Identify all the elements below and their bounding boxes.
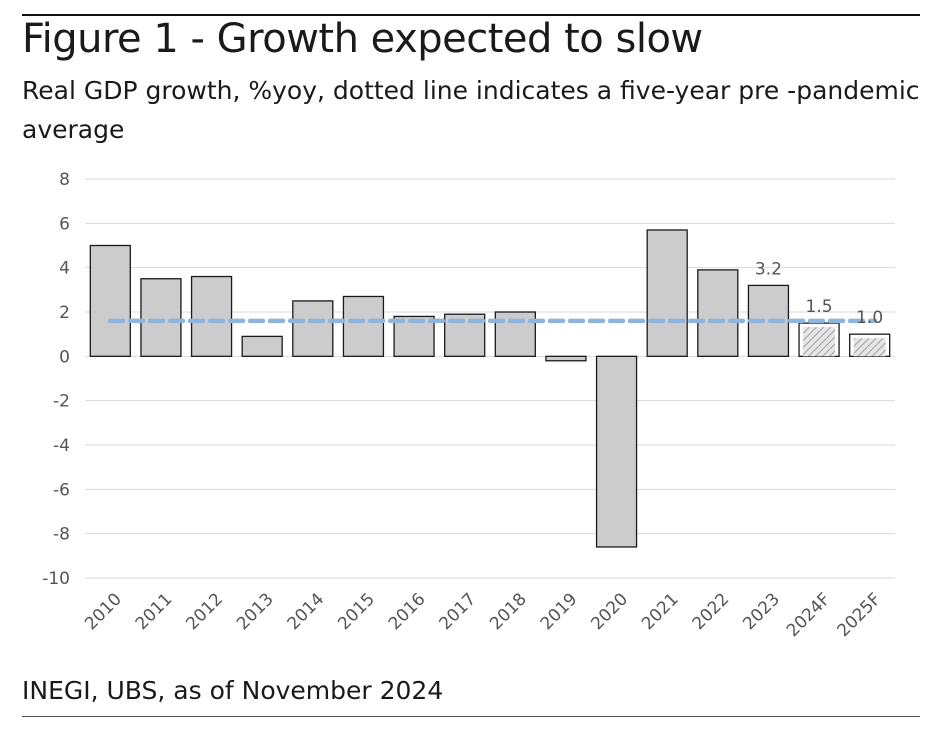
bar-2015 — [342, 295, 385, 357]
data-labels: 3.2 1.5 1.0 — [755, 259, 883, 328]
y-tick-label: 6 — [59, 214, 70, 234]
bar-2014 — [292, 300, 334, 357]
x-tick-label: 2022 — [689, 589, 734, 634]
x-axis-ticks: 2010 2011 2012 2013 2014 2015 2016 2017 2018 2019… — [81, 589, 885, 641]
figure-title: Figure 1 - Growth expected to slow — [22, 16, 703, 62]
data-label-2025f: 1.0 — [856, 308, 883, 328]
x-tick-label: 2013 — [233, 589, 278, 634]
x-tick-label: 2011 — [132, 589, 177, 634]
x-tick-label: 2023 — [739, 589, 784, 634]
x-tick-label: 2017 — [435, 589, 480, 634]
x-tick-label: 2025F — [834, 589, 886, 641]
y-tick-label: -8 — [53, 525, 70, 545]
bar-2012 — [190, 275, 233, 357]
bar-2013 — [241, 335, 283, 357]
bar-2020 — [595, 355, 638, 548]
y-tick-label: 8 — [59, 170, 70, 190]
x-tick-label: 2010 — [81, 589, 126, 634]
x-tick-label: 2014 — [284, 589, 329, 634]
y-tick-label: 2 — [59, 303, 70, 323]
gridlines — [85, 178, 895, 579]
x-tick-label: 2019 — [537, 589, 582, 634]
data-label-2023: 3.2 — [755, 259, 782, 279]
source-note: INEGI, UBS, as of November 2024 — [22, 676, 444, 705]
x-tick-label: 2015 — [334, 589, 379, 634]
top-rule — [22, 14, 920, 16]
x-tick-label: 2021 — [638, 589, 683, 634]
x-tick-label: 2020 — [587, 589, 632, 634]
data-label-2024f: 1.5 — [806, 297, 833, 317]
y-tick-label: 4 — [59, 259, 70, 279]
x-tick-label: 2016 — [385, 589, 430, 634]
y-tick-label: -4 — [53, 436, 70, 456]
bars — [89, 229, 891, 548]
bar-2022 — [697, 269, 739, 357]
bar-2011 — [140, 278, 182, 357]
x-tick-label: 2012 — [182, 589, 227, 634]
y-tick-label: -6 — [53, 480, 70, 500]
forecast-hatch-2025f — [853, 338, 886, 357]
bottom-rule — [22, 716, 920, 717]
y-tick-label: 0 — [59, 347, 70, 367]
forecast-hatch-2024f — [803, 327, 836, 357]
figure-subtitle: Real GDP growth, %yoy, dotted line indic… — [22, 76, 920, 144]
x-tick-label: 2018 — [486, 589, 531, 634]
bar-2021 — [646, 229, 688, 357]
bar-2019 — [545, 355, 587, 362]
y-tick-label: -2 — [53, 392, 70, 412]
x-tick-label: 2024F — [783, 589, 835, 641]
y-tick-label: -10 — [42, 569, 70, 589]
bar-2010 — [89, 244, 131, 357]
y-axis-ticks: 8 6 4 2 0 -2 -4 -6 -8 -10 — [42, 170, 70, 589]
